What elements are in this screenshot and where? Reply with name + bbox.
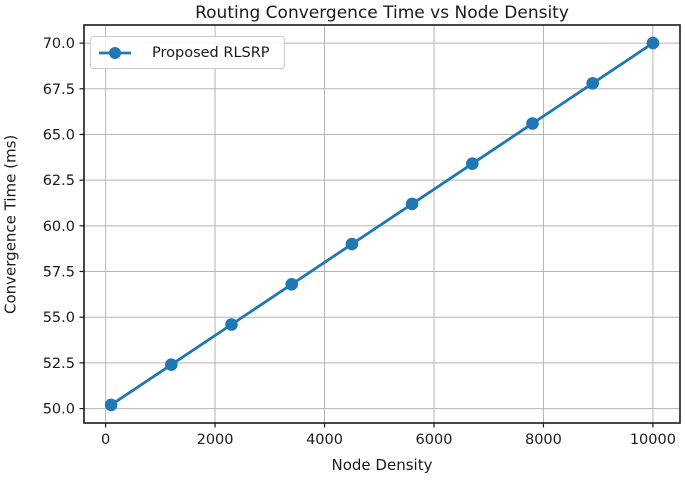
y-tick-label: 62.5: [43, 173, 75, 189]
data-point: [164, 358, 178, 372]
y-tick-label: 55.0: [43, 310, 75, 326]
data-point: [225, 318, 238, 331]
legend-label: Proposed RLSRP: [152, 44, 270, 61]
data-point: [345, 237, 359, 251]
data-point: [405, 197, 419, 211]
y-tick-label: 65.0: [43, 127, 75, 143]
data-point: [526, 117, 539, 130]
y-tick-label: 70.0: [43, 36, 75, 52]
x-axis-label: Node Density: [331, 456, 433, 474]
x-tick-label: 2000: [197, 432, 234, 448]
x-tick-label: 6000: [416, 432, 453, 448]
y-tick-label: 52.5: [43, 356, 75, 372]
plot-border: [83, 24, 681, 424]
x-tick-label: 8000: [525, 432, 562, 448]
y-tick-label: 50.0: [43, 402, 75, 418]
y-tick-label: 67.5: [43, 82, 75, 98]
legend: Proposed RLSRP: [90, 36, 285, 69]
x-tick-label: 10000: [630, 432, 676, 448]
x-tick-label: 4000: [306, 432, 343, 448]
data-point: [646, 36, 660, 50]
x-tick-label: 0: [101, 432, 110, 448]
y-tick-label: 60.0: [43, 219, 75, 235]
data-point: [586, 76, 600, 90]
data-point: [285, 278, 298, 291]
y-axis-label: Convergence Time (ms): [1, 134, 20, 314]
data-point: [466, 157, 479, 170]
legend-line-marker-icon: [99, 46, 131, 59]
y-tick-label: 57.5: [43, 265, 75, 281]
series-line: [109, 41, 655, 407]
data-point: [104, 398, 118, 412]
chart-title: Routing Convergence Time vs Node Density: [195, 3, 569, 23]
